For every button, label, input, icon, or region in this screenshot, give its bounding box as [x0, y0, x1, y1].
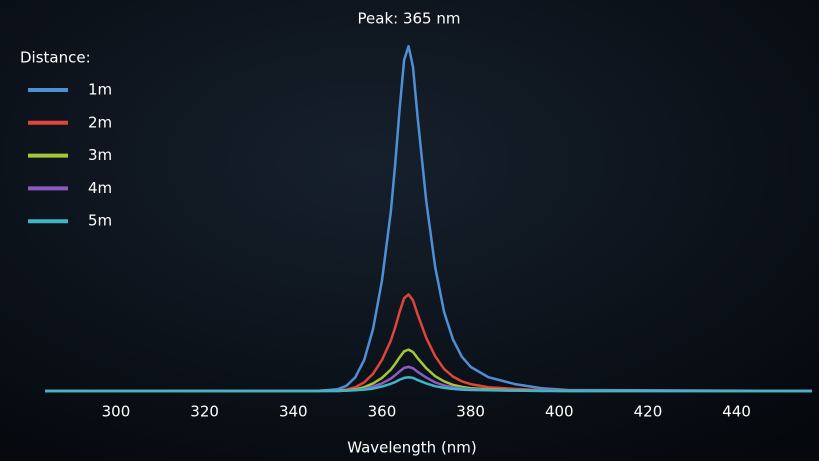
legend-label: 3m	[88, 146, 112, 164]
legend-title: Distance:	[20, 49, 91, 67]
x-tick-label: 360	[368, 403, 397, 421]
legend-label: 4m	[88, 179, 112, 197]
x-axis-label: Wavelength (nm)	[347, 439, 477, 457]
x-tick-label: 300	[102, 403, 131, 421]
x-tick-label: 440	[722, 403, 751, 421]
x-tick-label: 380	[456, 403, 485, 421]
spectrum-line	[45, 293, 813, 393]
x-tick-label: 320	[190, 403, 219, 421]
x-tick-label: 400	[545, 403, 574, 421]
spectrum-line	[45, 44, 813, 393]
x-tick-label: 340	[279, 403, 308, 421]
x-tick-label: 420	[634, 403, 663, 421]
legend-label: 5m	[88, 212, 112, 230]
legend-label: 1m	[88, 81, 112, 99]
legend-label: 2m	[88, 113, 112, 131]
chart-title: Peak: 365 nm	[358, 10, 461, 28]
spectrum-line	[45, 375, 812, 393]
